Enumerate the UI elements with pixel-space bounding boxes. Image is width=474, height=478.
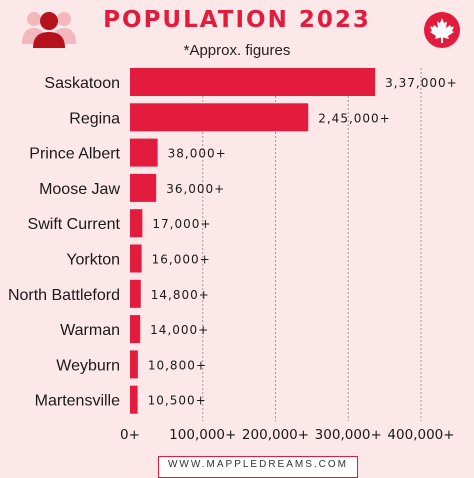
bar <box>130 244 142 273</box>
bars <box>130 68 376 414</box>
grid-lines <box>202 68 422 421</box>
category-label: Moose Jaw <box>39 181 120 198</box>
x-tick-label: 100,000+ <box>169 427 236 443</box>
category-label: Swift Current <box>28 216 121 233</box>
value-label: 16,000+ <box>152 253 211 267</box>
x-tick-label: 200,000+ <box>242 427 309 443</box>
value-label: 2,45,000+ <box>318 111 391 125</box>
x-axis-ticks: 0+ 100,000+ 200,000+ 300,000+ 400,000+ <box>120 427 455 443</box>
category-label: Prince Albert <box>29 146 120 163</box>
value-label: 10,800+ <box>148 358 207 372</box>
bar <box>130 350 138 379</box>
bar-chart: Saskatoon 3,37,000+ Regina 2,45,000+ Prince … <box>8 68 458 443</box>
bar <box>130 279 141 308</box>
value-label: 36,000+ <box>166 182 225 196</box>
value-label: 38,000+ <box>168 147 227 161</box>
category-label: Martensville <box>35 393 120 410</box>
chart-title: POPULATION 2023 <box>103 7 371 33</box>
x-tick-label: 0+ <box>120 427 140 443</box>
x-tick-label: 300,000+ <box>315 427 382 443</box>
bar <box>130 173 157 202</box>
people-group-icon <box>22 12 76 48</box>
bar <box>130 138 158 167</box>
maple-leaf-icon <box>424 12 460 48</box>
bar <box>130 209 143 238</box>
website-footer[interactable]: WWW.MAPPLEDREAMS.COM <box>158 456 358 478</box>
bar <box>130 385 138 414</box>
labels: Saskatoon 3,37,000+ Regina 2,45,000+ Prince … <box>8 75 458 410</box>
value-label: 14,000+ <box>150 323 209 337</box>
value-label: 14,800+ <box>151 288 210 302</box>
chart-subtitle: *Approx. figures <box>183 42 291 59</box>
bar <box>130 103 309 132</box>
x-tick-label: 400,000+ <box>387 427 454 443</box>
category-label: Weyburn <box>56 357 120 374</box>
value-label: 10,500+ <box>148 394 207 408</box>
category-label: Regina <box>69 110 120 127</box>
category-label: Yorkton <box>66 252 120 269</box>
value-label: 3,37,000+ <box>385 76 458 90</box>
category-label: Saskatoon <box>44 75 120 92</box>
value-label: 17,000+ <box>152 217 211 231</box>
category-label: Warman <box>60 322 120 339</box>
bar <box>130 68 376 96</box>
category-label: North Battleford <box>8 287 120 304</box>
bar <box>130 315 141 344</box>
